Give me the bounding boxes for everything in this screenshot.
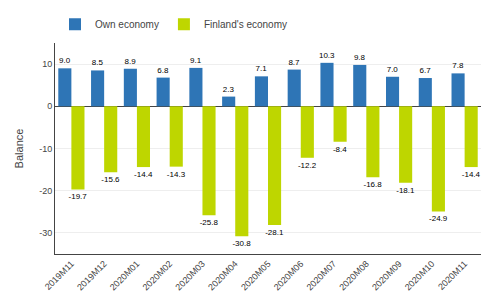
svg-text:-30: -30 bbox=[39, 228, 52, 238]
svg-text:0: 0 bbox=[47, 101, 52, 111]
svg-text:2020M06: 2020M06 bbox=[272, 259, 306, 293]
svg-text:-10: -10 bbox=[39, 144, 52, 154]
svg-text:-14.4: -14.4 bbox=[462, 170, 481, 179]
svg-text:10: 10 bbox=[42, 59, 52, 69]
svg-text:2020M02: 2020M02 bbox=[141, 259, 175, 293]
svg-text:Finland's economy: Finland's economy bbox=[204, 19, 287, 30]
svg-text:-14.4: -14.4 bbox=[134, 170, 153, 179]
svg-text:-8.4: -8.4 bbox=[333, 145, 347, 154]
svg-text:7.1: 7.1 bbox=[256, 64, 268, 73]
svg-text:2019M11: 2019M11 bbox=[43, 259, 76, 292]
svg-text:9.1: 9.1 bbox=[190, 56, 202, 65]
svg-text:2020M04: 2020M04 bbox=[206, 259, 240, 293]
svg-text:2020M05: 2020M05 bbox=[239, 259, 273, 293]
svg-text:8.9: 8.9 bbox=[125, 57, 137, 66]
svg-text:2.3: 2.3 bbox=[223, 85, 235, 94]
svg-text:10.3: 10.3 bbox=[319, 51, 335, 60]
svg-text:2020M01: 2020M01 bbox=[108, 259, 142, 293]
svg-text:-25.8: -25.8 bbox=[200, 218, 219, 227]
svg-text:2020M07: 2020M07 bbox=[305, 259, 339, 293]
svg-text:-15.6: -15.6 bbox=[101, 175, 120, 184]
svg-text:-16.8: -16.8 bbox=[363, 180, 382, 189]
svg-text:9.0: 9.0 bbox=[59, 56, 71, 65]
svg-text:-12.2: -12.2 bbox=[298, 161, 317, 170]
svg-text:9.8: 9.8 bbox=[354, 53, 366, 62]
svg-text:2020M03: 2020M03 bbox=[173, 259, 207, 293]
svg-text:Own economy: Own economy bbox=[95, 19, 159, 30]
svg-text:-19.7: -19.7 bbox=[69, 192, 88, 201]
svg-text:6.7: 6.7 bbox=[419, 66, 431, 75]
svg-text:8.5: 8.5 bbox=[92, 58, 104, 67]
svg-text:-30.8: -30.8 bbox=[232, 239, 251, 248]
svg-text:2020M11: 2020M11 bbox=[436, 259, 469, 292]
svg-text:-14.3: -14.3 bbox=[167, 170, 186, 179]
svg-text:2020M09: 2020M09 bbox=[370, 259, 404, 293]
svg-text:8.7: 8.7 bbox=[288, 58, 300, 67]
svg-text:2020M10: 2020M10 bbox=[403, 259, 437, 293]
svg-text:7.0: 7.0 bbox=[387, 65, 399, 74]
svg-text:2020M08: 2020M08 bbox=[337, 259, 371, 293]
svg-text:Balance: Balance bbox=[13, 129, 25, 169]
svg-text:-18.1: -18.1 bbox=[396, 186, 415, 195]
svg-text:-28.1: -28.1 bbox=[265, 228, 284, 237]
svg-text:6.8: 6.8 bbox=[157, 66, 169, 75]
svg-text:7.8: 7.8 bbox=[452, 61, 464, 70]
svg-text:-24.9: -24.9 bbox=[429, 214, 448, 223]
svg-text:-20: -20 bbox=[39, 186, 52, 196]
svg-text:2019M12: 2019M12 bbox=[75, 259, 109, 293]
